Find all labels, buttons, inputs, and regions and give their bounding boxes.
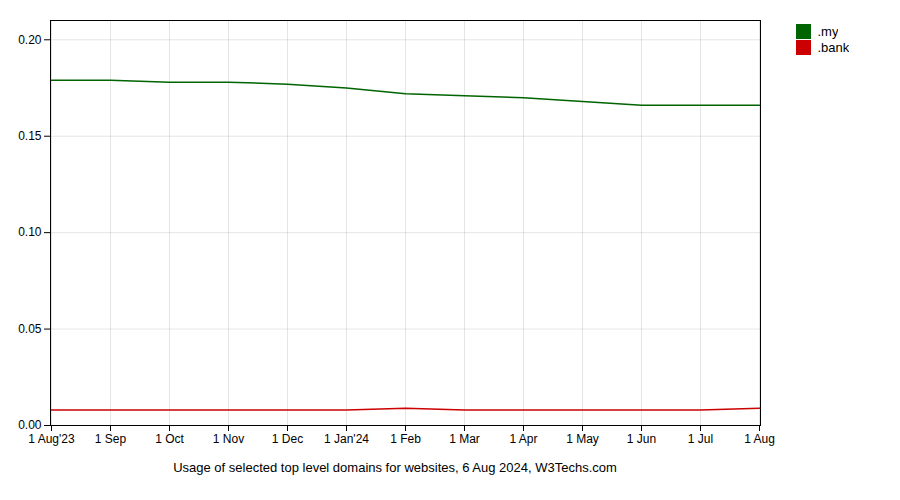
svg-text:1 Nov: 1 Nov bbox=[213, 432, 244, 446]
svg-text:1 Oct: 1 Oct bbox=[155, 432, 184, 446]
svg-text:1 Aug: 1 Aug bbox=[744, 432, 775, 446]
svg-text:1 Mar: 1 Mar bbox=[449, 432, 480, 446]
svg-text:1 Apr: 1 Apr bbox=[509, 432, 537, 446]
svg-text:1 Jan'24: 1 Jan'24 bbox=[324, 432, 369, 446]
svg-text:0.10: 0.10 bbox=[18, 225, 42, 239]
svg-text:1 May: 1 May bbox=[566, 432, 599, 446]
svg-text:0.15: 0.15 bbox=[18, 129, 42, 143]
svg-text:1 Sep: 1 Sep bbox=[95, 432, 127, 446]
html-text:.bank: .bank bbox=[817, 40, 850, 55]
svg-text:1 Feb: 1 Feb bbox=[390, 432, 421, 446]
html-text:Usage of selected top level do: Usage of selected top level domains for … bbox=[173, 460, 617, 475]
svg-text:1 Dec: 1 Dec bbox=[272, 432, 303, 446]
svg-text:0.00: 0.00 bbox=[18, 418, 42, 432]
svg-text:1 Jun: 1 Jun bbox=[627, 432, 656, 446]
svg-text:1 Aug'23: 1 Aug'23 bbox=[28, 432, 75, 446]
html-text:.my: .my bbox=[817, 24, 839, 39]
svg-text:0.20: 0.20 bbox=[18, 33, 42, 47]
svg-text:0.05: 0.05 bbox=[18, 322, 42, 336]
svg-text:1 Jul: 1 Jul bbox=[688, 432, 713, 446]
